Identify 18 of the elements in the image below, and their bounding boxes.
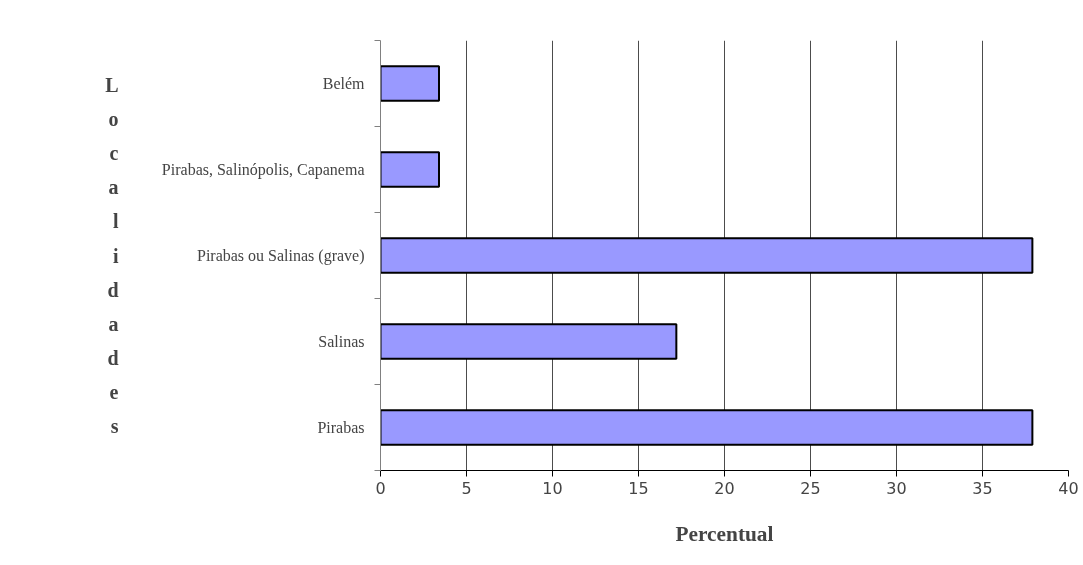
y-tick-label: Pirabas xyxy=(317,419,365,436)
x-tick-label: 10 xyxy=(542,478,563,498)
x-axis-title: Percentual xyxy=(675,521,774,546)
x-tick-label: 40 xyxy=(1058,478,1079,498)
y-tick-label: Pirabas ou Salinas (grave) xyxy=(196,247,365,265)
x-tick-label: 35 xyxy=(972,478,993,498)
y-tick-label: Pirabas, Salinópolis, Capanema xyxy=(161,161,365,179)
x-tick-label: 30 xyxy=(886,478,907,498)
bar xyxy=(380,151,440,188)
x-tick-label: 5 xyxy=(461,478,472,498)
x-tick-label: 25 xyxy=(800,478,821,498)
bar xyxy=(380,65,440,102)
x-tick-label: 0 xyxy=(375,478,386,498)
y-tick-label: Salinas xyxy=(318,333,365,350)
y-tick-label: Belém xyxy=(322,75,366,92)
x-tick-label: 20 xyxy=(714,478,735,498)
x-tick-label: 15 xyxy=(628,478,649,498)
text: Localidades xyxy=(105,74,119,437)
